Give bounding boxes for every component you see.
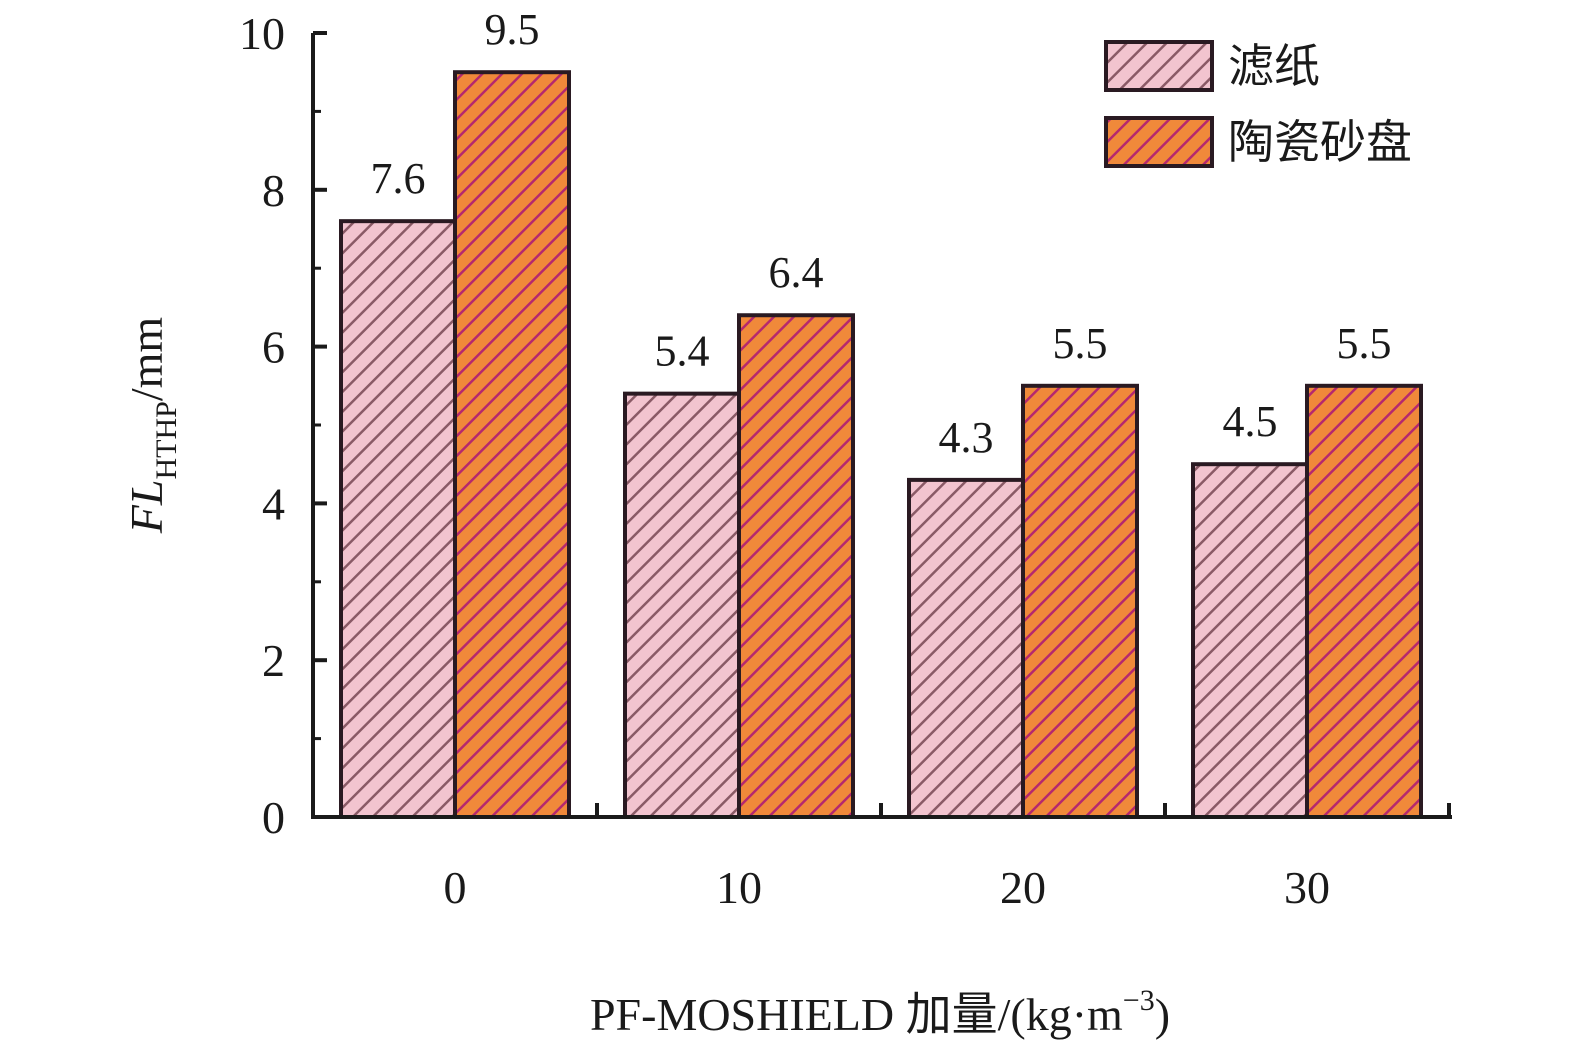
- data-label-series-1-cat-3: 5.5: [1337, 319, 1392, 368]
- bar-series-0-cat-3: [1191, 462, 1309, 819]
- bar-series-0-cat-0: [339, 219, 457, 820]
- x-axis-title: PF-MOSHIELD 加量/(kg·m−3): [590, 984, 1170, 1040]
- x-tick-label: 0: [444, 862, 467, 913]
- y-axis-title-rest: /mm: [121, 317, 172, 402]
- data-label-series-0-cat-2: 4.3: [939, 413, 994, 462]
- legend-swatch-0: [1104, 40, 1214, 92]
- data-label-series-0-cat-1: 5.4: [655, 327, 710, 376]
- data-label-series-0-cat-3: 4.5: [1223, 397, 1278, 446]
- x-ticks: 0 10 20 30: [444, 803, 1451, 913]
- y-tick-label: 10: [239, 8, 285, 59]
- bar-series-1-cat-3: [1305, 383, 1423, 819]
- x-axis-title-main: PF-MOSHIELD 加量/(kg·m: [590, 989, 1123, 1040]
- y-tick-label: 2: [262, 635, 285, 686]
- data-label-series-1-cat-1: 6.4: [769, 248, 824, 297]
- y-tick-label: 0: [262, 792, 285, 843]
- y-tick-label: 6: [262, 322, 285, 373]
- data-label-series-0-cat-0: 7.6: [371, 154, 426, 203]
- bar-series-0-cat-2: [907, 477, 1025, 819]
- x-tick-label: 20: [1000, 862, 1046, 913]
- data-label-series-1-cat-2: 5.5: [1053, 319, 1108, 368]
- data-label-series-1-cat-0: 9.5: [485, 5, 540, 54]
- y-axis-title-sub: HTHP: [150, 401, 183, 479]
- y-ticks: 0 2 4 6 8 10: [239, 8, 327, 843]
- bar-series-1-cat-2: [1021, 383, 1139, 819]
- y-tick-label: 4: [262, 478, 285, 529]
- y-axis-title-main: FL: [121, 480, 172, 535]
- y-axis-title: FLHTHP/mm: [121, 317, 183, 535]
- x-tick-label: 10: [716, 862, 762, 913]
- x-axis-title-sup: −3: [1123, 984, 1155, 1017]
- bar-series-1-cat-0: [453, 70, 571, 819]
- legend-swatch-1: [1104, 116, 1214, 168]
- bar-series-0-cat-1: [623, 391, 741, 819]
- bars: [339, 70, 1423, 820]
- bar-series-1-cat-1: [737, 313, 855, 819]
- legend-label-1: 陶瓷砂盘: [1228, 117, 1412, 168]
- x-axis-title-close: ): [1155, 989, 1170, 1040]
- x-tick-label: 30: [1284, 862, 1330, 913]
- data-labels: 7.6 9.5 5.4 6.4 4.3 5.5 4.5 5.5: [371, 5, 1392, 462]
- y-tick-label: 8: [262, 165, 285, 216]
- legend-label-0: 滤纸: [1228, 41, 1320, 92]
